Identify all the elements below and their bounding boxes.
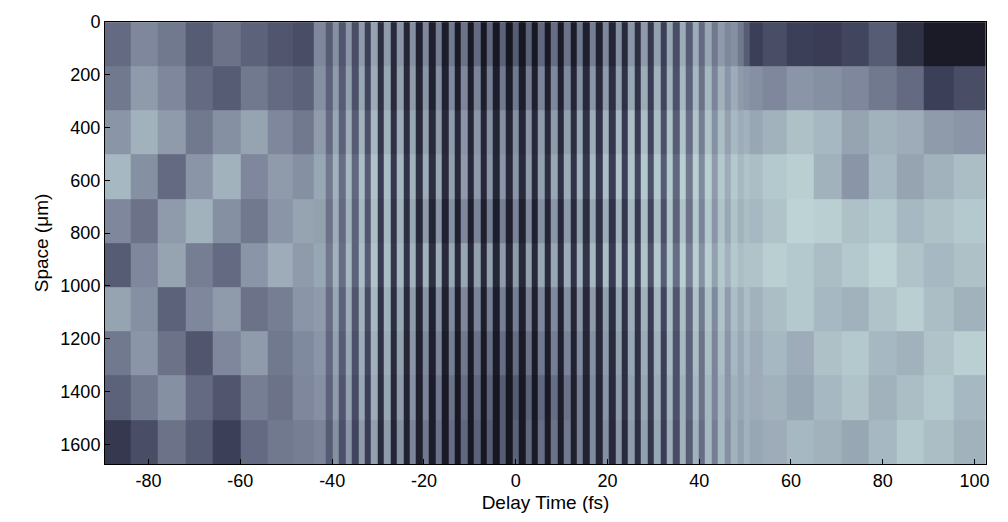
svg-text:400: 400: [70, 118, 100, 138]
svg-text:200: 200: [70, 65, 100, 85]
svg-text:800: 800: [70, 223, 100, 243]
svg-text:Delay Time (fs): Delay Time (fs): [482, 492, 610, 513]
svg-text:Space (μm): Space (μm): [31, 194, 52, 293]
svg-text:40: 40: [689, 471, 709, 491]
svg-text:-20: -20: [411, 471, 437, 491]
svg-text:1200: 1200: [60, 329, 100, 349]
svg-text:0: 0: [511, 471, 521, 491]
svg-text:-80: -80: [136, 471, 162, 491]
svg-text:60: 60: [781, 471, 801, 491]
svg-text:20: 20: [597, 471, 617, 491]
svg-text:-60: -60: [227, 471, 253, 491]
svg-text:1000: 1000: [60, 276, 100, 296]
svg-text:80: 80: [873, 471, 893, 491]
svg-text:-40: -40: [319, 471, 345, 491]
svg-text:100: 100: [960, 471, 990, 491]
svg-text:600: 600: [70, 171, 100, 191]
svg-text:1400: 1400: [60, 382, 100, 402]
svg-text:0: 0: [90, 12, 100, 32]
svg-text:1600: 1600: [60, 435, 100, 455]
